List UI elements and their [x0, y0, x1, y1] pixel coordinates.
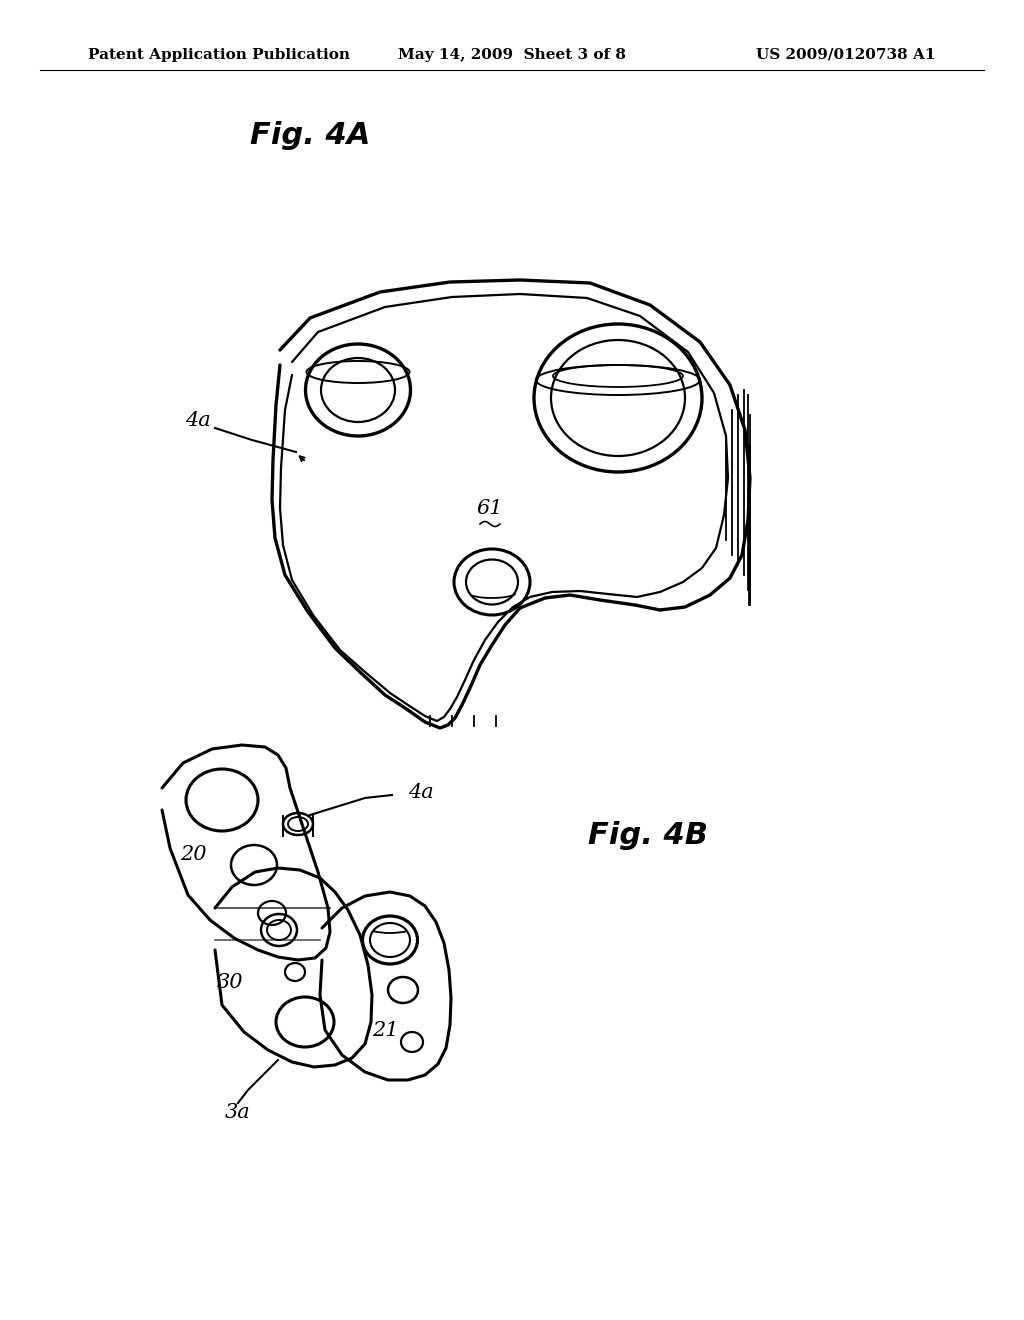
Text: US 2009/0120738 A1: US 2009/0120738 A1: [757, 48, 936, 62]
Text: Fig. 4A: Fig. 4A: [250, 120, 371, 149]
Text: 30: 30: [217, 973, 244, 991]
Text: 4a: 4a: [185, 411, 211, 429]
Text: May 14, 2009  Sheet 3 of 8: May 14, 2009 Sheet 3 of 8: [398, 48, 626, 62]
Text: 61: 61: [477, 499, 503, 517]
Text: 3a: 3a: [225, 1102, 251, 1122]
Text: Fig. 4B: Fig. 4B: [588, 821, 708, 850]
Text: 4a: 4a: [408, 784, 434, 803]
Text: Patent Application Publication: Patent Application Publication: [88, 48, 350, 62]
Text: 21: 21: [372, 1020, 398, 1040]
Text: 20: 20: [180, 846, 206, 865]
